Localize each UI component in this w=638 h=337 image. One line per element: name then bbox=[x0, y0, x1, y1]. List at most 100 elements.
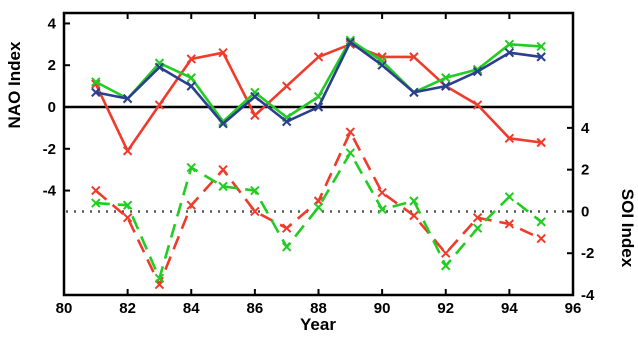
nao-series-point bbox=[409, 52, 419, 62]
point-mark bbox=[441, 81, 451, 91]
soi-series-point bbox=[536, 233, 546, 244]
soi-series-point bbox=[186, 200, 196, 210]
x-tick-label: 86 bbox=[247, 300, 264, 317]
left-y-tick-label: -2 bbox=[43, 141, 56, 158]
point-mark bbox=[409, 87, 419, 98]
soi-series-point bbox=[186, 162, 196, 173]
point-mark bbox=[441, 261, 451, 271]
point-mark bbox=[281, 242, 292, 252]
nao-series-point bbox=[536, 52, 546, 62]
point-mark bbox=[345, 35, 356, 45]
soi-series-point bbox=[218, 164, 228, 175]
point-mark bbox=[313, 52, 324, 62]
point-mark bbox=[409, 52, 419, 62]
point-mark bbox=[441, 248, 451, 258]
soi-series-point bbox=[250, 185, 260, 196]
right-y-tick-label: -4 bbox=[581, 287, 595, 304]
point-mark bbox=[154, 273, 165, 283]
nao-series-point bbox=[313, 102, 324, 112]
left-y-tick-label: 0 bbox=[48, 99, 56, 116]
nao-series-point bbox=[536, 41, 546, 52]
right-y-axis-title: SOI Index bbox=[618, 189, 637, 268]
left-y-axis-title: NAO Index bbox=[5, 41, 24, 128]
nao-series-point bbox=[122, 146, 133, 156]
left-y-tick-label: -4 bbox=[43, 183, 57, 200]
x-tick-label: 80 bbox=[56, 300, 73, 317]
soi-series-point bbox=[409, 196, 419, 206]
point-mark bbox=[122, 213, 133, 223]
soi-series-point bbox=[218, 181, 228, 192]
soi-series-point bbox=[472, 213, 483, 223]
nao-series-point bbox=[186, 73, 196, 83]
point-mark bbox=[218, 116, 228, 127]
point-mark bbox=[122, 200, 133, 210]
nao-series-point bbox=[91, 87, 101, 98]
point-mark bbox=[91, 77, 101, 87]
point-mark bbox=[218, 119, 228, 129]
nao-series-point bbox=[504, 47, 515, 58]
soi-series-point bbox=[345, 127, 356, 137]
point-mark bbox=[281, 223, 292, 233]
left-y-tick-label: 2 bbox=[48, 57, 56, 74]
point-mark bbox=[122, 146, 133, 156]
point-mark bbox=[472, 66, 483, 77]
x-tick-label: 88 bbox=[310, 300, 327, 317]
point-mark bbox=[504, 219, 515, 229]
point-mark bbox=[345, 37, 356, 47]
soi-series-point bbox=[536, 217, 546, 227]
nao-series-point bbox=[186, 54, 196, 64]
point-mark bbox=[218, 164, 228, 175]
nao-series-point bbox=[218, 47, 228, 58]
soi-series-point bbox=[377, 187, 387, 198]
nao-series-point bbox=[504, 39, 515, 50]
nao-series-point bbox=[472, 100, 483, 110]
point-mark bbox=[91, 185, 101, 196]
point-mark bbox=[313, 202, 324, 212]
nao-series-point bbox=[154, 62, 165, 73]
nao-series-point bbox=[186, 81, 196, 91]
point-mark bbox=[250, 185, 260, 196]
point-mark bbox=[504, 133, 515, 144]
soi-series-point bbox=[91, 185, 101, 196]
point-mark bbox=[441, 73, 451, 83]
point-mark bbox=[218, 181, 228, 192]
x-tick-label: 90 bbox=[374, 300, 391, 317]
left-y-tick-label: 4 bbox=[48, 15, 57, 32]
x-tick-label: 82 bbox=[119, 300, 136, 317]
point-mark bbox=[504, 39, 515, 50]
point-mark bbox=[91, 79, 101, 89]
soi-series-point bbox=[91, 198, 101, 208]
point-mark bbox=[409, 210, 419, 221]
point-mark bbox=[472, 213, 483, 223]
soi-series-point bbox=[154, 273, 165, 283]
point-mark bbox=[345, 148, 356, 158]
point-mark bbox=[313, 102, 324, 112]
x-tick-label: 94 bbox=[501, 300, 518, 317]
nao-series-point bbox=[250, 91, 260, 102]
x-tick-label: 92 bbox=[437, 300, 454, 317]
nao-series-line-2 bbox=[95, 40, 542, 125]
soi-series-point bbox=[313, 202, 324, 212]
soi-series-point bbox=[472, 223, 483, 233]
nao-series-point bbox=[441, 73, 451, 83]
nao-series-point bbox=[91, 79, 101, 89]
point-mark bbox=[409, 196, 419, 206]
x-tick-label: 84 bbox=[183, 300, 200, 317]
right-y-tick-label: 2 bbox=[581, 162, 589, 179]
nao-series-point bbox=[154, 100, 165, 110]
nao-series-point bbox=[441, 81, 451, 91]
point-mark bbox=[186, 54, 196, 64]
soi-series-point bbox=[281, 242, 292, 252]
point-mark bbox=[281, 116, 292, 127]
soi-series-point bbox=[345, 148, 356, 158]
right-y-tick-label: 4 bbox=[581, 120, 590, 137]
nao-series-point bbox=[122, 93, 133, 104]
soi-series-point bbox=[250, 206, 260, 217]
point-mark bbox=[536, 233, 546, 244]
soi-series-point bbox=[504, 192, 515, 202]
nao-series-point bbox=[250, 110, 260, 121]
point-mark bbox=[313, 91, 324, 102]
point-mark bbox=[154, 100, 165, 110]
point-mark bbox=[186, 73, 196, 83]
